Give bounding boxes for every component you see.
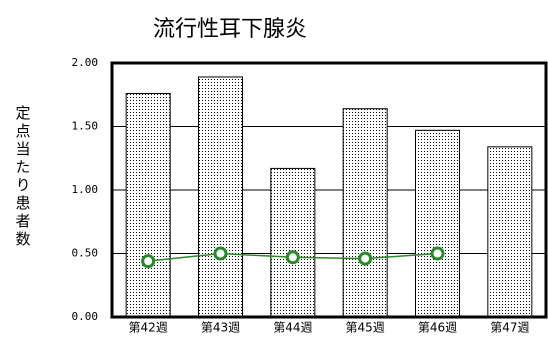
x-tick-label: 第47週	[490, 321, 529, 335]
x-tick-label: 第42週	[129, 321, 168, 335]
line-marker	[430, 246, 445, 261]
bar	[487, 146, 533, 318]
line-marker	[213, 246, 228, 261]
x-tick-label: 第44週	[273, 321, 312, 335]
line-marker	[358, 251, 373, 266]
y-tick-label: 1.50	[72, 120, 99, 133]
y-axis-label: 定点当たり患者数	[14, 105, 32, 249]
line-marker	[285, 250, 300, 265]
line-marker	[141, 254, 156, 269]
chart-title: 流行性耳下腺炎	[153, 17, 307, 42]
x-tick-label: 第45週	[346, 321, 385, 335]
y-tick-label: 1.00	[72, 183, 99, 196]
x-tick-label: 第43週	[201, 321, 240, 335]
bar	[125, 92, 171, 318]
y-tick-label: 0.00	[72, 310, 99, 323]
y-tick-label: 2.00	[72, 56, 99, 69]
bar	[415, 129, 460, 318]
bar	[270, 167, 316, 318]
bar	[342, 108, 388, 318]
y-tick-label: 0.50	[72, 247, 99, 260]
x-tick-label: 第46週	[418, 321, 457, 335]
bar	[198, 76, 243, 318]
plot-frame	[110, 61, 548, 319]
